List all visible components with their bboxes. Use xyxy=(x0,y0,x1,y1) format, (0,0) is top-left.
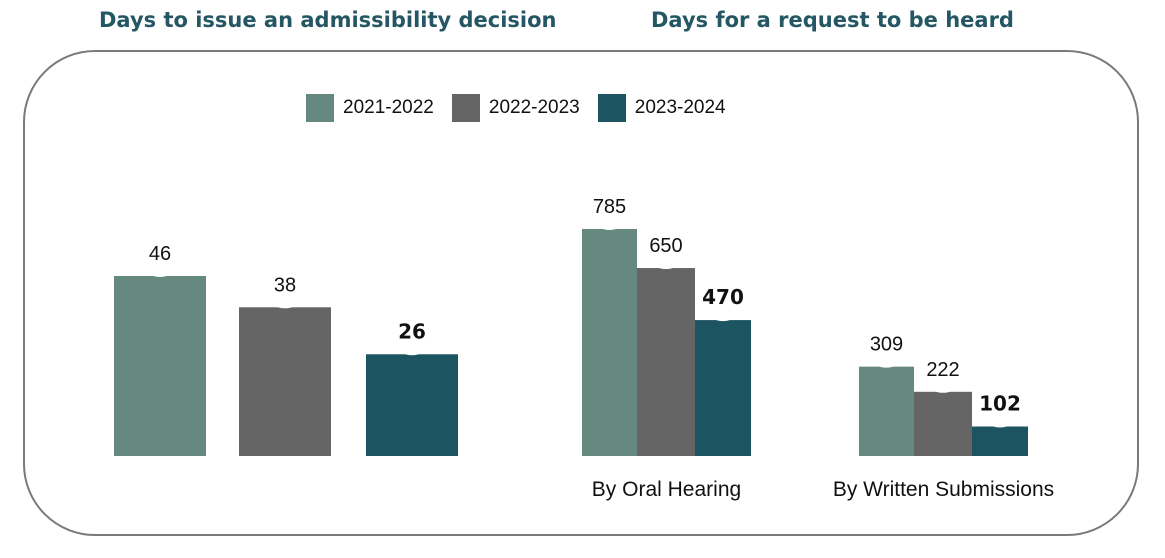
data-label: 222 xyxy=(926,359,959,381)
bar-days-to-issue-an-adm-2023-2024 xyxy=(366,354,458,456)
legend-label: 2023-2024 xyxy=(634,97,726,118)
data-label-bubble xyxy=(136,229,184,277)
bar-days-for-a-request-t-2021-2022-by-written-submissions xyxy=(859,366,914,456)
category-label-by-oral-hearing: By Oral Hearing xyxy=(592,478,741,501)
hearing-chart-title: Days for a request to be heard xyxy=(651,8,1014,32)
data-label-bubble xyxy=(261,260,309,309)
data-label-bubble xyxy=(642,221,690,270)
data-label: 650 xyxy=(649,235,682,257)
data-label: 26 xyxy=(398,319,426,343)
data-label-bubble xyxy=(388,307,436,356)
data-label: 102 xyxy=(979,392,1021,416)
category-label-by-written-submissions: By Written Submissions xyxy=(833,478,1054,501)
data-label: 38 xyxy=(274,274,296,296)
data-label: 470 xyxy=(702,285,744,309)
legend: 2021-2022 2022-2023 2023-2024 xyxy=(306,94,726,122)
data-label-bubble xyxy=(919,344,967,393)
data-label: 785 xyxy=(593,196,626,218)
legend-item-2021-2022: 2021-2022 xyxy=(306,94,434,122)
data-label-bubble xyxy=(699,273,747,322)
bar-days-to-issue-an-adm-2021-2022 xyxy=(114,276,206,456)
bar-days-for-a-request-t-2022-2023-by-written-submissions xyxy=(914,391,972,456)
data-label-bubble xyxy=(585,182,634,230)
legend-item-2023-2024: 2023-2024 xyxy=(597,94,726,122)
legend-label: 2021-2022 xyxy=(343,97,434,118)
legend-swatch xyxy=(306,94,334,122)
bar-days-for-a-request-t-2023-2024-by-oral-hearing xyxy=(695,320,751,456)
legend-item-2022-2023: 2022-2023 xyxy=(451,94,580,122)
legend-label: 2022-2023 xyxy=(488,97,580,118)
admissibility-chart-title: Days to issue an admissibility decision xyxy=(99,8,557,32)
legend-swatch xyxy=(597,94,626,122)
data-label: 46 xyxy=(149,243,171,265)
bar-days-for-a-request-t-2021-2022-by-oral-hearing xyxy=(582,229,637,456)
data-label-bubble xyxy=(976,379,1024,428)
data-label-bubble xyxy=(862,319,911,368)
bar-days-to-issue-an-adm-2022-2023 xyxy=(239,307,331,456)
bar-days-for-a-request-t-2023-2024-by-written-submissions xyxy=(972,426,1028,456)
bar-days-for-a-request-t-2022-2023-by-oral-hearing xyxy=(637,268,695,456)
data-label: 309 xyxy=(870,334,903,356)
legend-swatch xyxy=(451,94,480,122)
